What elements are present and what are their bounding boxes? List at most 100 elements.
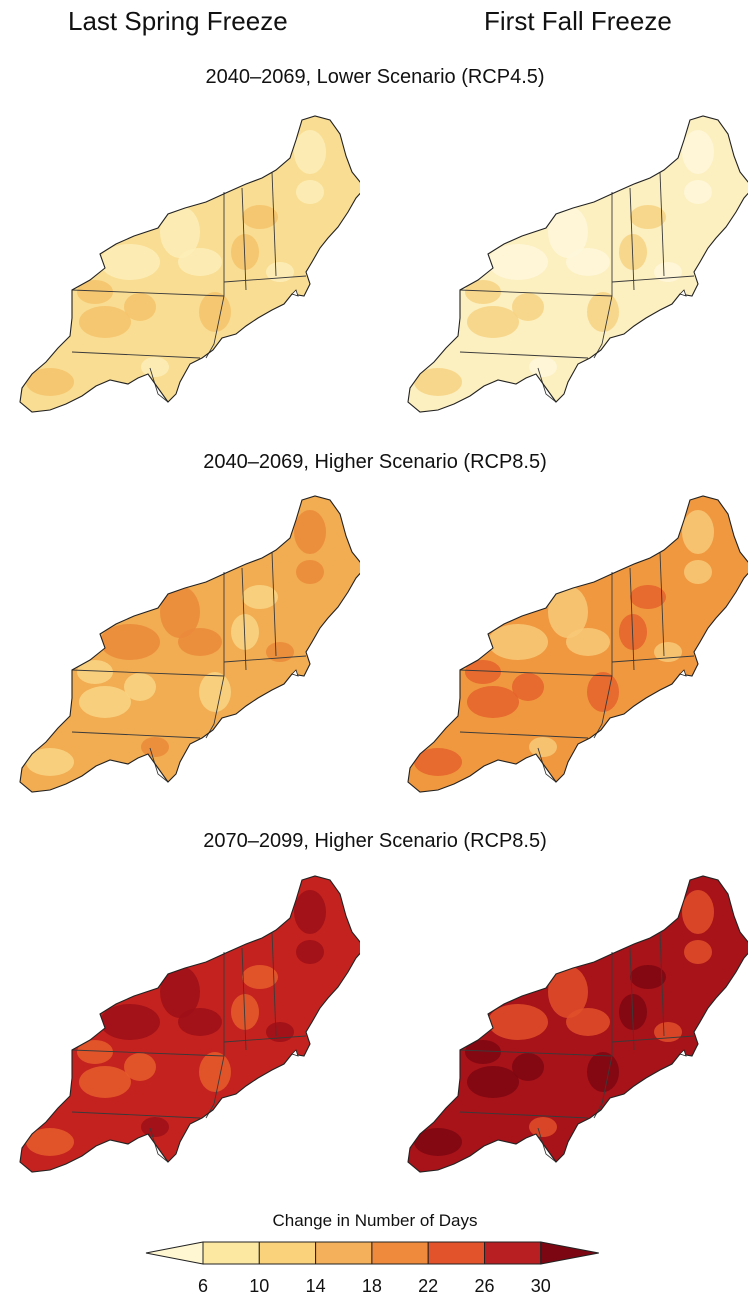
value-patch (684, 180, 712, 204)
value-patch (587, 292, 619, 332)
value-patch (178, 628, 222, 656)
region-outline (19, 115, 360, 413)
value-patch (124, 1053, 156, 1081)
state-boundary (71, 1111, 201, 1119)
state-boundary (71, 351, 201, 359)
island (679, 669, 687, 677)
state-boundary (629, 947, 635, 1051)
value-patch (48, 973, 92, 1001)
state-boundary (149, 747, 169, 783)
state-boundary (459, 1111, 589, 1119)
value-patch (160, 206, 200, 258)
value-patch (178, 1008, 222, 1036)
legend-swatch (427, 1241, 486, 1265)
state-boundary (611, 1035, 695, 1043)
state-boundary (629, 567, 635, 671)
value-patch (124, 673, 156, 701)
state-boundary (149, 367, 169, 403)
value-patch (199, 1052, 231, 1092)
island (291, 289, 299, 297)
region-outline (407, 115, 748, 413)
value-patch (548, 966, 588, 1018)
value-patch (48, 213, 92, 241)
legend-tick-label: 18 (361, 1276, 382, 1296)
map-fall-row2 (407, 875, 748, 1173)
row-title-2040-rcp85: 2040–2069, Higher Scenario (RCP8.5) (203, 451, 547, 473)
value-patch (682, 130, 714, 174)
value-patch (100, 1004, 160, 1040)
state-boundary (537, 367, 557, 403)
legend-tick-label: 6 (197, 1276, 209, 1296)
state-boundary (241, 567, 247, 671)
value-patch (587, 672, 619, 712)
value-patch (77, 660, 113, 684)
value-patch (684, 940, 712, 964)
value-patch (100, 624, 160, 660)
legend-tick-label: 26 (474, 1276, 495, 1296)
legend-arrow-high (540, 1241, 599, 1265)
value-patch (529, 737, 557, 757)
column-title-spring: Last Spring Freeze (68, 6, 288, 36)
map-fall-row1 (407, 495, 748, 793)
state-boundary (659, 171, 665, 277)
value-patch (467, 1066, 519, 1098)
value-patch (296, 180, 324, 204)
state-boundary (71, 1049, 225, 1057)
legend-tick-label: 14 (305, 1276, 326, 1296)
state-boundary (223, 1035, 307, 1043)
legend-swatch (484, 1241, 542, 1265)
state-boundary (71, 669, 225, 677)
legend-tick-label: 10 (249, 1276, 270, 1296)
state-boundary (537, 747, 557, 783)
value-patch (26, 368, 74, 396)
value-patch (566, 1008, 610, 1036)
value-patch (242, 585, 278, 609)
value-patch (512, 293, 544, 321)
state-boundary (241, 947, 247, 1051)
island (291, 1049, 299, 1057)
value-patch (100, 244, 160, 280)
state-boundary (459, 351, 589, 359)
value-patch (141, 357, 169, 377)
state-boundary (459, 731, 589, 739)
legend-swatch (202, 1241, 260, 1265)
value-patch (79, 306, 131, 338)
value-patch (141, 737, 169, 757)
value-patch (467, 306, 519, 338)
state-boundary (241, 187, 247, 291)
value-patch (619, 614, 647, 650)
state-boundary (611, 275, 695, 283)
state-boundary (459, 1049, 613, 1057)
legend-tick-label: 30 (530, 1276, 551, 1296)
value-patch (141, 1117, 169, 1137)
value-patch (512, 673, 544, 701)
value-patch (566, 628, 610, 656)
value-patch (548, 206, 588, 258)
value-patch (414, 1128, 462, 1156)
map-fall-row0 (407, 115, 748, 413)
value-patch (682, 510, 714, 554)
row-title-2070-rcp85: 2070–2099, Higher Scenario (RCP8.5) (203, 830, 547, 852)
state-boundary (459, 669, 613, 677)
map-spring-row0 (19, 115, 360, 413)
island (679, 289, 687, 297)
legend-swatch (315, 1241, 373, 1265)
value-patch (436, 593, 480, 621)
legend-swatch (371, 1241, 429, 1265)
value-patch (619, 994, 647, 1030)
value-patch (630, 585, 666, 609)
value-patch (77, 1040, 113, 1064)
state-boundary (659, 931, 665, 1037)
region-outline (407, 495, 748, 793)
value-patch (242, 205, 278, 229)
state-boundary (271, 551, 277, 657)
legend-colorbar (145, 1241, 599, 1265)
value-patch (465, 1040, 501, 1064)
map-spring-row2 (19, 875, 360, 1173)
value-patch (467, 686, 519, 718)
value-patch (242, 965, 278, 989)
value-patch (465, 660, 501, 684)
value-patch (529, 1117, 557, 1137)
value-patch (77, 280, 113, 304)
region-outline (19, 495, 360, 793)
